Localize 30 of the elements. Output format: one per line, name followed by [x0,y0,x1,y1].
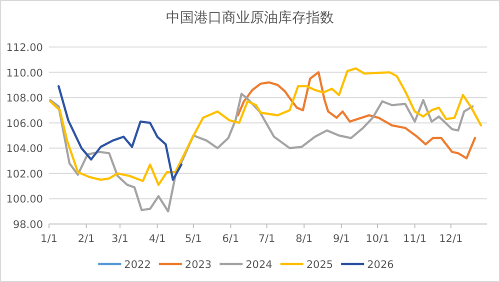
x-tick-label: 1/1 [40,233,58,245]
line-series [236,71,476,160]
legend-label: 2025 [306,259,334,271]
y-tick-label: 98.00 [12,219,43,231]
line-series [49,92,474,212]
x-tick-label: 7/1 [258,233,276,245]
legend-label: 2026 [367,259,394,271]
x-tick-label: 10/1 [366,233,390,245]
y-tick-label: 102.00 [6,168,43,180]
y-tick-label: 104.00 [6,143,43,156]
x-tick-label: 11/1 [403,233,427,245]
chart-title: 中国港口商业原油库存指数 [166,10,334,26]
x-tick-label: 8/1 [296,233,313,245]
x-tick-label: 4/1 [148,233,166,245]
x-tick-label: 12/1 [439,233,463,245]
legend-label: 2024 [246,259,273,271]
x-tick-label: 5/1 [184,233,202,245]
x-tick-label: 6/1 [222,233,240,245]
line-series [58,85,182,181]
x-tick-label: 2/1 [78,233,95,245]
y-tick-label: 106.00 [6,118,43,130]
y-tick-label: 108.00 [6,92,43,105]
y-tick-label: 112.00 [6,42,43,54]
legend-label: 2023 [184,259,212,271]
x-tick-label: 3/1 [112,233,128,245]
x-tick-label: 9/1 [332,233,350,245]
y-tick-label: 110.00 [6,67,43,80]
legend-label: 2022 [124,259,151,271]
y-tick-label: 100.00 [6,194,43,206]
line-series [49,67,482,186]
